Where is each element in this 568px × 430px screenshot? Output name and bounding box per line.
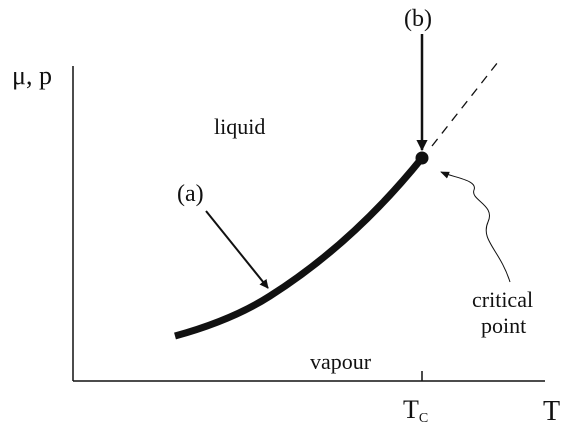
tick-label: TC [403,395,428,426]
region-label: vapour [310,349,372,374]
region-label: liquid [214,114,265,139]
x-axis-label: T [543,396,560,427]
arrow-a [205,210,269,289]
dashed-extension [431,61,499,147]
critical-point-dot [415,151,429,165]
coexistence-curve [174,155,425,340]
annotation: (a) [177,181,204,207]
arrow-critical [440,171,511,283]
y-axis-label: μ, p [12,61,52,90]
annotation: (b) [404,6,432,32]
annotation: critical [472,287,533,312]
annotation: point [481,313,526,338]
